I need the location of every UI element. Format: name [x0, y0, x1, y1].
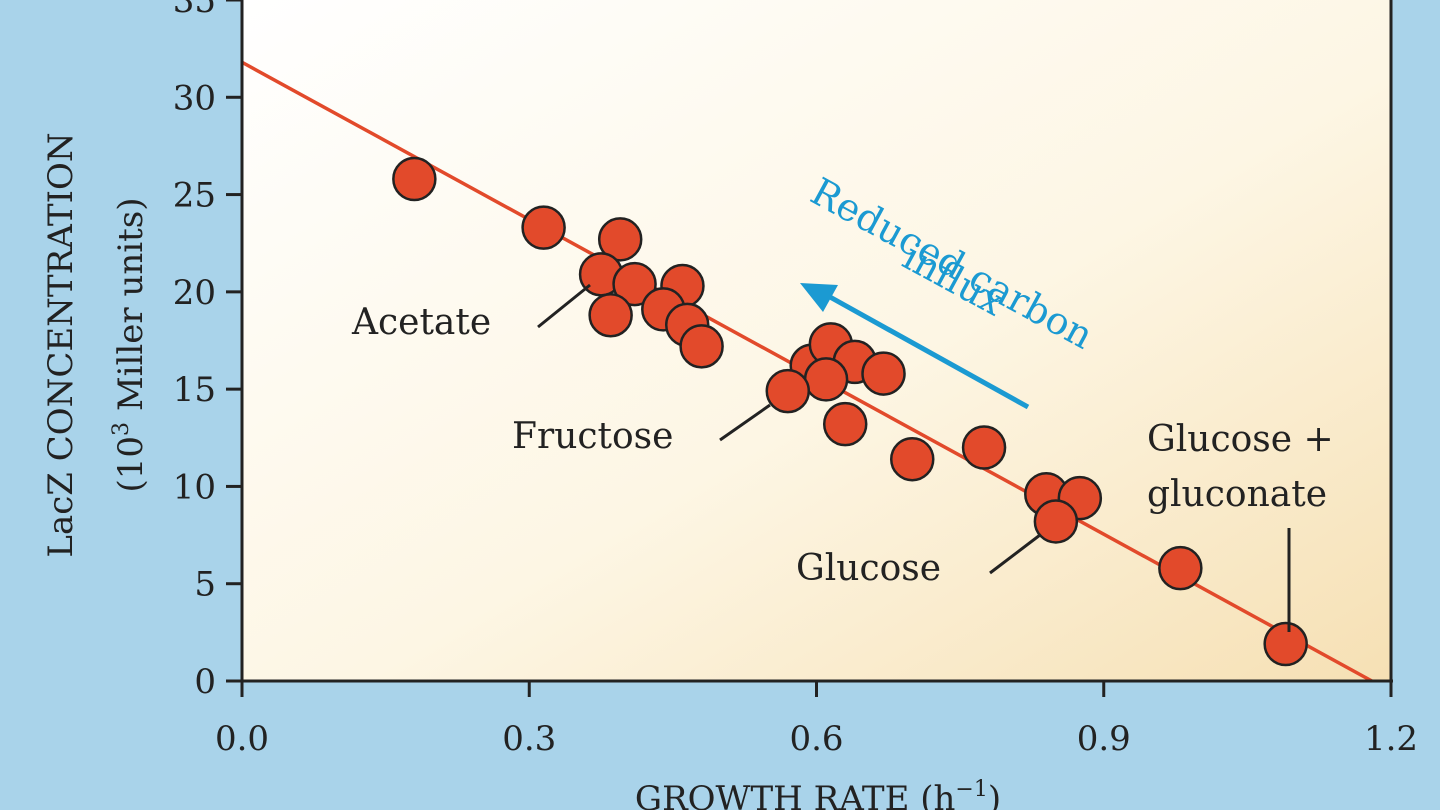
- data-point-18: [961, 425, 1007, 470]
- y-axis-title-line2: (103 Miller units): [109, 197, 151, 492]
- x-tick-label-4: 1.2: [1364, 719, 1418, 759]
- label-glucose: Glucose: [796, 548, 941, 589]
- label-acetate: Acetate: [351, 302, 491, 343]
- data-point-1: [521, 205, 566, 250]
- y-tick-label-6: 30: [173, 78, 216, 118]
- label-gluconate: gluconate: [1147, 474, 1327, 515]
- x-axis-title-sup: −1: [955, 777, 987, 802]
- y-axis-title-line2-sup: 3: [109, 422, 134, 436]
- data-point-17: [890, 436, 935, 482]
- data-point-16: [822, 401, 868, 447]
- y-tick-label-1: 5: [194, 565, 216, 605]
- fructose-leader: [719, 403, 771, 442]
- label-fructose: Fructose: [512, 416, 673, 457]
- y-ticks: 0 5 10 15 20 25 30 35: [173, 0, 242, 702]
- acetate-leader: [537, 283, 591, 329]
- y-axis-title-line2-post: Miller units): [111, 197, 151, 421]
- arrow-shaft: [828, 294, 1030, 410]
- y-axis-title-line1: LacZ CONCENTRATION: [41, 132, 81, 557]
- x-tick-label-1: 0.3: [502, 719, 556, 759]
- glucose-leader: [989, 533, 1041, 575]
- data-points: [392, 156, 1308, 667]
- x-tick-label-3: 0.9: [1077, 719, 1131, 759]
- y-tick-label-4: 20: [173, 273, 216, 313]
- y-tick-label-5: 25: [173, 176, 216, 216]
- carbon-influx-arrow: [800, 283, 1030, 410]
- data-point-22: [1158, 545, 1203, 591]
- data-point-6: [588, 292, 633, 338]
- x-axis-title-main: GROWTH RATE (h: [635, 779, 955, 810]
- data-point-23: [1263, 621, 1308, 667]
- y-axis-title: LacZ CONCENTRATION (103 Miller units): [41, 132, 151, 557]
- arrow-head: [800, 283, 838, 312]
- data-point-14: [861, 351, 906, 396]
- data-point-9: [679, 324, 724, 369]
- data-point-15: [765, 368, 811, 414]
- y-tick-label-3: 15: [173, 370, 216, 410]
- y-tick-label-7: 35: [173, 0, 216, 21]
- y-tick-label-0: 0: [194, 662, 216, 702]
- data-point-4: [612, 261, 657, 307]
- x-tick-label-2: 0.6: [789, 719, 843, 759]
- y-tick-label-2: 10: [173, 467, 216, 507]
- x-ticks: 0.0 0.3 0.6 0.9 1.2: [215, 681, 1418, 759]
- data-point-13: [803, 357, 849, 402]
- x-tick-label-0: 0.0: [215, 719, 269, 759]
- x-axis-title: GROWTH RATE (h−1): [635, 777, 1001, 810]
- data-point-2: [597, 217, 643, 262]
- x-axis-title-end: ): [988, 779, 1001, 810]
- data-point-21: [1033, 499, 1079, 544]
- annotation-leaders: [537, 283, 1291, 632]
- y-axis-title-line2-pre: (10: [111, 436, 151, 493]
- data-point-0: [392, 156, 437, 202]
- label-glucose-plus: Glucose +: [1147, 419, 1334, 460]
